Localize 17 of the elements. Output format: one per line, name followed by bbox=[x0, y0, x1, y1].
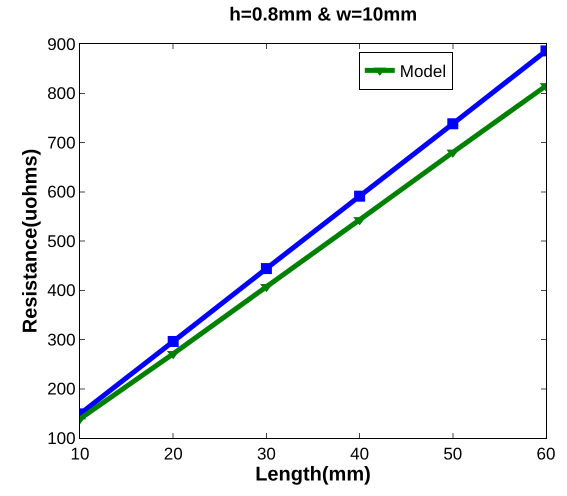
chart-title: h=0.8mm & w=10mm bbox=[229, 4, 418, 26]
y-tick-label: 700 bbox=[47, 133, 76, 152]
x-axis-title: Length(mm) bbox=[255, 463, 371, 486]
x-tick-label: 60 bbox=[536, 444, 556, 464]
legend-label: Model bbox=[400, 62, 446, 82]
y-tick-label: 600 bbox=[47, 182, 76, 202]
y-axis-title: Resistance(uohms) bbox=[20, 148, 42, 334]
x-tick-label: 50 bbox=[443, 444, 462, 464]
x-tick-label: 40 bbox=[350, 444, 370, 464]
y-tick-label: 200 bbox=[47, 380, 76, 399]
y-tick-label: 800 bbox=[47, 84, 76, 104]
y-tick-label: 500 bbox=[47, 232, 76, 251]
y-tick-label: 300 bbox=[47, 330, 76, 350]
x-tick-label: 20 bbox=[164, 444, 183, 464]
x-tick-label: 30 bbox=[256, 444, 276, 464]
y-tick-label: 900 bbox=[47, 34, 76, 54]
y-tick-label: 400 bbox=[47, 281, 76, 300]
